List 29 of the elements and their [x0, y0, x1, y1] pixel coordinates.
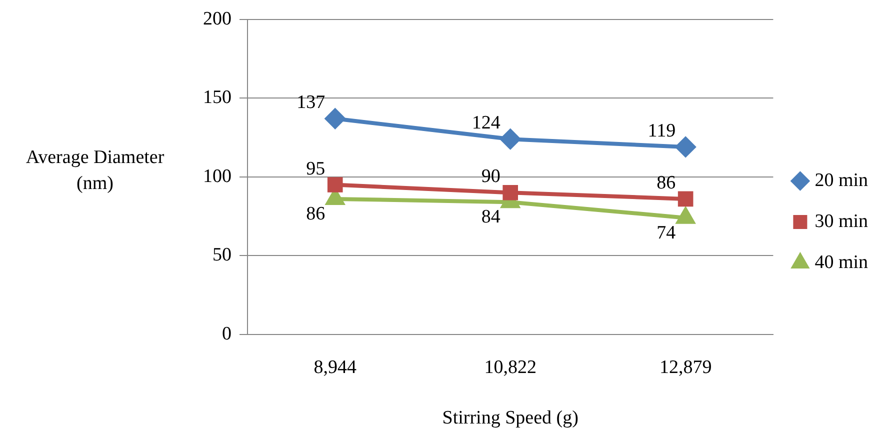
y-tick-label: 100: [203, 166, 232, 187]
data-label: 86: [656, 172, 676, 194]
point: [500, 129, 520, 150]
data-label: 74: [656, 222, 676, 244]
data-label: 124: [472, 112, 501, 134]
legend-label: 20 min: [814, 170, 868, 191]
point: [676, 136, 696, 157]
y-tick-label: 0: [222, 323, 232, 344]
data-label: 137: [296, 92, 326, 114]
data-label: 84: [481, 206, 501, 228]
legend-label: 30 min: [814, 210, 868, 232]
data-label: 90: [481, 166, 500, 188]
y-tick-label: 50: [212, 244, 232, 266]
data-label: 95: [306, 158, 326, 180]
point: [327, 177, 343, 192]
data-label: 119: [648, 120, 676, 142]
point: [325, 108, 346, 129]
legend-label: 40 min: [814, 252, 868, 273]
y-tick-label: 200: [203, 8, 232, 30]
x-tick-label: 12,879: [659, 356, 712, 378]
point: [502, 184, 518, 200]
y-tick-label: 150: [203, 87, 232, 108]
data-label: 86: [306, 203, 326, 224]
point: [676, 208, 695, 224]
x-axis-title: Stirring Speed (g): [442, 408, 578, 429]
x-tick-label: 10,822: [484, 356, 536, 378]
point: [678, 191, 694, 207]
y-axis-title: Average Diameter (nm): [24, 146, 166, 196]
x-tick-label: 8,944: [314, 356, 357, 378]
